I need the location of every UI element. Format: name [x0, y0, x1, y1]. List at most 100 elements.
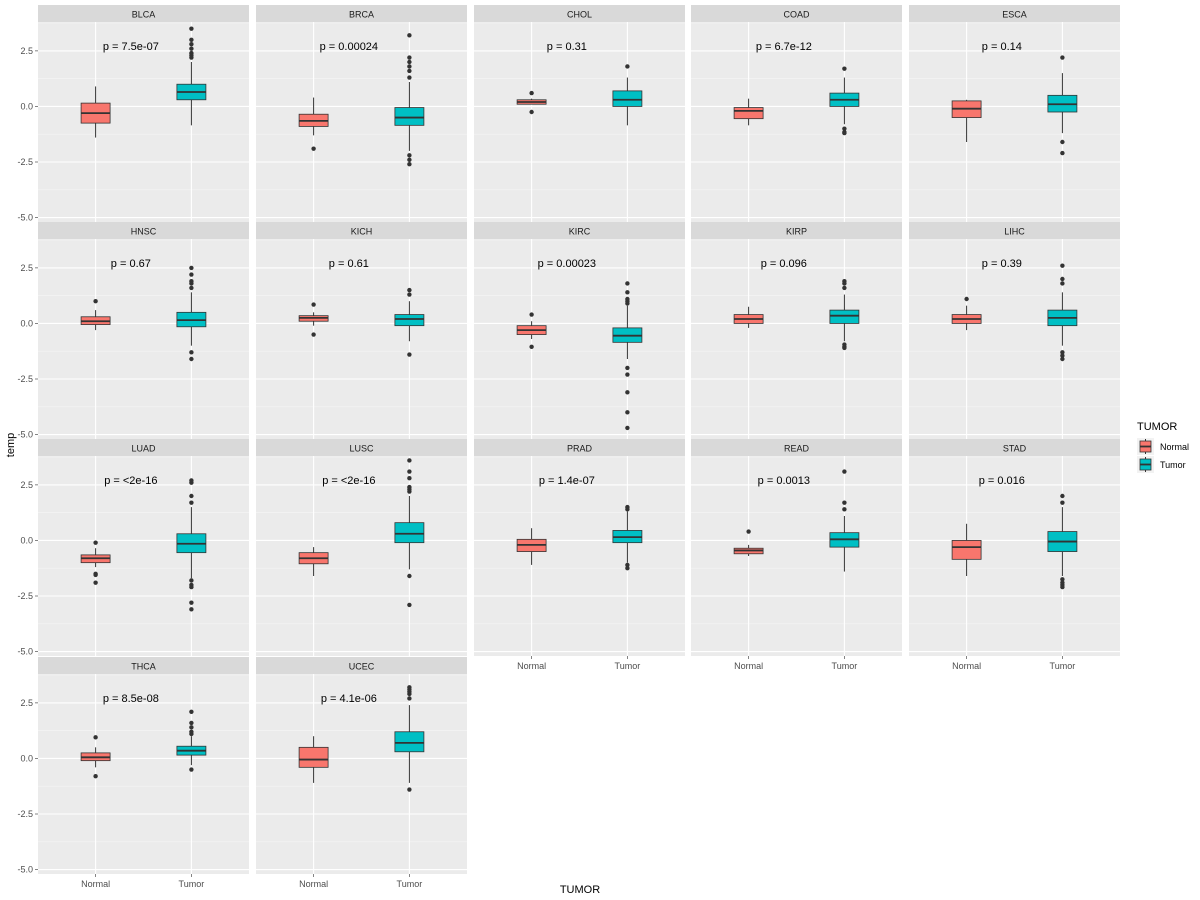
outlier-point [189, 37, 194, 42]
box-normal [733, 98, 764, 126]
panel-background [474, 456, 685, 656]
outlier-point [1060, 353, 1065, 358]
y-tick-label: 0.0 [20, 101, 33, 111]
facet-coad: COAD p = 6.7e-12 [691, 5, 902, 222]
outlier-point [1060, 500, 1065, 505]
outlier-point [189, 767, 194, 772]
outlier-point [1060, 55, 1065, 60]
outlier-point [407, 469, 412, 474]
facet-kich: KICH p = 0.61 [256, 222, 467, 439]
box-iqr [829, 309, 860, 324]
facet-strip-label: BLCA [132, 10, 156, 20]
outlier-point [842, 500, 847, 505]
y-tick-label: 2.5 [20, 480, 33, 490]
box-tumor [829, 469, 860, 572]
y-tick-label: 0.0 [20, 535, 33, 545]
outlier-point [842, 279, 847, 284]
box-normal [80, 299, 111, 331]
facet-luad: LUAD -5.0 -2.5 0.0 2.5 p = <2e-16 [17, 439, 249, 657]
outlier-point [93, 580, 98, 585]
box-iqr [298, 746, 329, 768]
facet-strip-label: KIRC [569, 227, 591, 237]
box-iqr [394, 107, 425, 126]
y-tick-label: -2.5 [17, 809, 33, 819]
facet-strip [909, 439, 1120, 456]
outlier-point [625, 504, 630, 510]
p-value-label: p = 4.1e-06 [321, 693, 377, 705]
panel-background [38, 456, 249, 656]
outlier-point [311, 146, 316, 151]
facet-strip [474, 222, 685, 239]
outlier-point [189, 709, 194, 714]
facet-esca: ESCA p = 0.14 [909, 5, 1120, 222]
outlier-point [189, 725, 194, 730]
outlier-point [407, 484, 412, 490]
outlier-point [311, 302, 316, 307]
outlier-point [1060, 584, 1065, 590]
facet-panels: BLCA -5.0 -2.5 0.0 2.5 p = 7.5e-07 BRCA p = 0.0… [17, 5, 1120, 889]
outlier-point [189, 607, 194, 612]
facet-strip [38, 222, 249, 239]
box-iqr [951, 540, 982, 560]
x-tick-label: Normal [517, 661, 546, 671]
panel-background [256, 456, 467, 656]
box-normal [298, 302, 329, 337]
panel-background [474, 22, 685, 222]
facet-prad: PRAD Normal Tumor p = 1.4e-07 [474, 439, 685, 671]
box-tumor [1047, 493, 1078, 590]
legend-title: TUMOR [1137, 421, 1177, 433]
p-value-label: p = 0.39 [982, 258, 1022, 270]
p-value-label: p = 0.00024 [320, 41, 378, 53]
x-axis-title: TUMOR [560, 884, 600, 896]
facet-strip-label: READ [784, 444, 810, 454]
x-tick-label: Tumor [1050, 661, 1076, 671]
outlier-point [407, 55, 412, 60]
facet-strip [38, 439, 249, 456]
outlier-point [407, 162, 412, 167]
outlier-point [93, 540, 98, 545]
outlier-point [625, 296, 630, 302]
outlier-point [1060, 276, 1065, 282]
y-tick-label: 2.5 [20, 46, 33, 56]
box-normal [80, 540, 111, 585]
outlier-point [625, 562, 630, 568]
y-tick-label: 0.0 [20, 318, 33, 328]
facet-strip [474, 439, 685, 456]
box-normal [298, 97, 329, 151]
box-tumor [394, 458, 425, 608]
panel-background [256, 674, 467, 874]
panel-background [909, 22, 1120, 222]
panel-background [38, 239, 249, 439]
facet-strip [256, 657, 467, 674]
outlier-point [189, 729, 194, 734]
box-tumor [176, 265, 207, 362]
facet-strip-label: LUAD [131, 444, 156, 454]
panel-background [38, 674, 249, 874]
y-tick-label: -5.0 [17, 213, 33, 223]
outlier-point [964, 296, 969, 302]
box-normal [516, 312, 547, 349]
outlier-point [842, 285, 847, 291]
outlier-point [189, 600, 194, 605]
outlier-point [189, 46, 194, 51]
facet-chol: CHOL p = 0.31 [474, 5, 685, 222]
box-iqr [394, 731, 425, 753]
box-normal [951, 99, 982, 142]
facet-strip [691, 222, 902, 239]
facet-thca: THCA -5.0 -2.5 0.0 2.5 Normal Tumor p = 8.5e-08 [17, 657, 249, 889]
box-tumor [176, 478, 207, 612]
facet-strip-label: CHOL [567, 10, 592, 20]
outlier-point [529, 344, 534, 349]
x-tick-label: Tumor [615, 661, 641, 671]
box-normal [298, 736, 329, 783]
facet-strip-label: COAD [783, 10, 810, 20]
panel-background [256, 239, 467, 439]
outlier-point [189, 350, 194, 355]
facet-strip [38, 657, 249, 674]
p-value-label: p = 0.67 [111, 258, 151, 270]
facet-strip [256, 222, 467, 239]
box-tumor [1047, 55, 1078, 156]
outlier-point [311, 332, 316, 337]
p-value-label: p = 7.5e-07 [103, 41, 159, 53]
